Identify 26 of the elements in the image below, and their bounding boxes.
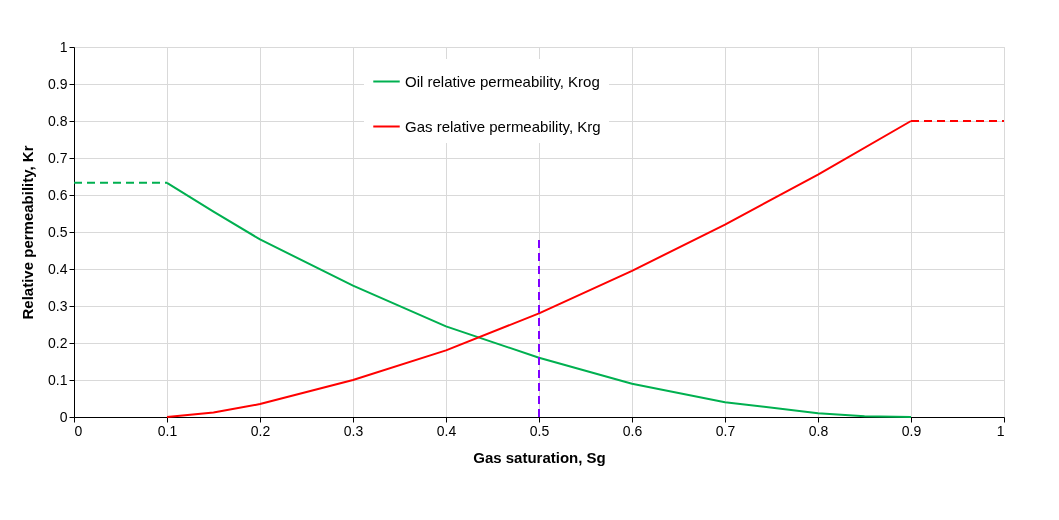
x-tick-label: 0.6 xyxy=(622,422,643,439)
y-tick-label: 0.1 xyxy=(48,371,68,388)
x-axis-title: Gas saturation, Sg xyxy=(473,448,606,466)
legend-label: Oil relative permeability, Krog xyxy=(405,72,600,90)
y-tick-label: 0.4 xyxy=(48,260,68,277)
y-tick-label: 0.9 xyxy=(48,75,68,92)
x-tick-label: 0.4 xyxy=(436,422,457,439)
x-tick-label: 1 xyxy=(996,422,1005,439)
x-tick-label: 0.8 xyxy=(808,422,829,439)
y-axis-title: Relative permeability, Kr xyxy=(19,145,37,320)
x-tick-label: 0.1 xyxy=(157,422,178,439)
x-tick-label: 0.5 xyxy=(529,422,550,439)
y-tick-label: 0.3 xyxy=(48,297,68,314)
legend-label: Gas relative permeability, Krg xyxy=(405,117,601,135)
y-tick-label: 0.8 xyxy=(48,112,68,129)
x-tick-label: 0 xyxy=(74,422,83,439)
y-tick-label: 0.6 xyxy=(48,186,68,203)
y-tick-label: 1 xyxy=(59,38,68,55)
x-tick-label: 0.2 xyxy=(250,422,271,439)
y-tick-label: 0.5 xyxy=(48,223,68,240)
x-tick-label: 0.7 xyxy=(715,422,736,439)
y-tick-label: 0 xyxy=(59,408,68,425)
x-tick-label: 0.9 xyxy=(901,422,922,439)
x-tick-label: 0.3 xyxy=(343,422,364,439)
y-tick-label: 0.2 xyxy=(48,334,68,351)
y-tick-label: 0.7 xyxy=(48,149,68,166)
